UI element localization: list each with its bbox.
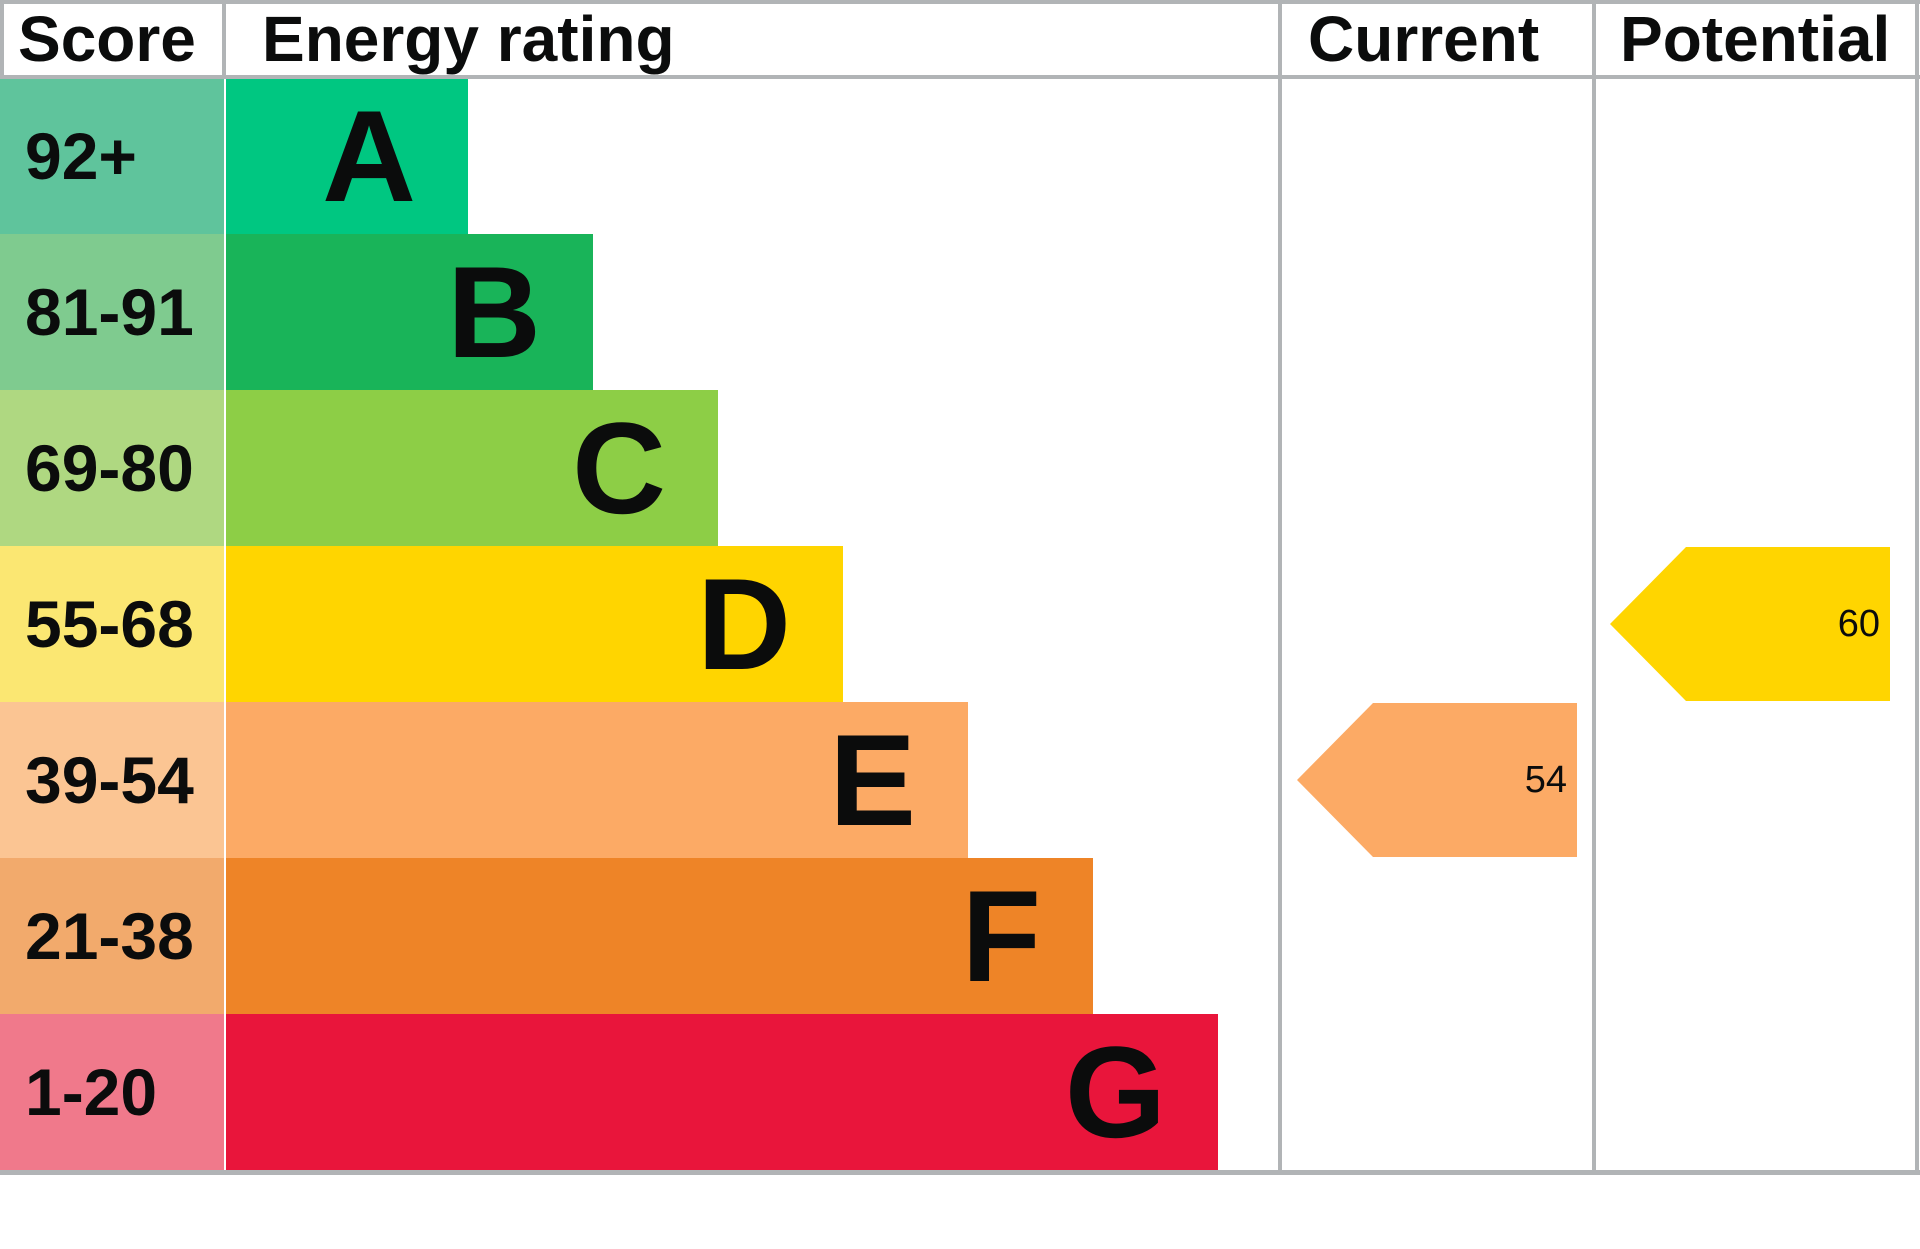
band-bar-g: G bbox=[226, 1014, 1218, 1170]
band-row-g: 1-20 G bbox=[0, 1014, 1920, 1170]
band-letter-f: F bbox=[961, 863, 1041, 1009]
band-score-range-g: 1-20 bbox=[0, 1014, 224, 1170]
band-row-c: 69-80 C bbox=[0, 390, 1920, 546]
band-bar-e: E bbox=[226, 702, 968, 858]
band-score-range-a: 92+ bbox=[0, 78, 224, 234]
score-column-divider bbox=[222, 0, 226, 79]
band-row-d: 55-68 D bbox=[0, 546, 1920, 702]
band-row-e: 39-54 E bbox=[0, 702, 1920, 858]
header-current-label: Current bbox=[1308, 3, 1540, 75]
header-score-label: Score bbox=[18, 3, 196, 75]
current-column-left-divider bbox=[1278, 0, 1282, 1175]
band-letter-c: C bbox=[572, 395, 666, 541]
band-bar-d: D bbox=[226, 546, 843, 702]
header-bottom-border bbox=[0, 75, 1920, 79]
band-bar-b: B bbox=[226, 234, 593, 390]
potential-column-left-divider bbox=[1592, 0, 1596, 1175]
band-score-range-e: 39-54 bbox=[0, 702, 224, 858]
band-score-range-c: 69-80 bbox=[0, 390, 224, 546]
band-letter-a: A bbox=[322, 83, 416, 229]
header-left-border bbox=[0, 0, 4, 79]
band-score-range-b: 81-91 bbox=[0, 234, 224, 390]
header-energy-rating-label: Energy rating bbox=[262, 3, 675, 75]
band-letter-g: G bbox=[1064, 1019, 1166, 1165]
band-bar-f: F bbox=[226, 858, 1093, 1014]
band-row-b: 81-91 B bbox=[0, 234, 1920, 390]
band-bar-c: C bbox=[226, 390, 718, 546]
current-rating-value: 54 bbox=[1524, 758, 1567, 801]
band-letter-b: B bbox=[447, 239, 541, 385]
table-top-border bbox=[0, 0, 1920, 4]
table-bottom-border bbox=[0, 1170, 1920, 1175]
band-bar-a: A bbox=[226, 78, 468, 234]
band-score-range-f: 21-38 bbox=[0, 858, 224, 1014]
band-row-f: 21-38 F bbox=[0, 858, 1920, 1014]
band-score-range-d: 55-68 bbox=[0, 546, 224, 702]
table-right-border bbox=[1915, 0, 1919, 1175]
potential-rating-value: 60 bbox=[1837, 602, 1880, 645]
band-letter-e: E bbox=[829, 707, 916, 853]
band-row-a: 92+ A bbox=[0, 78, 1920, 234]
band-letter-d: D bbox=[697, 551, 791, 697]
header-potential-label: Potential bbox=[1620, 3, 1891, 75]
